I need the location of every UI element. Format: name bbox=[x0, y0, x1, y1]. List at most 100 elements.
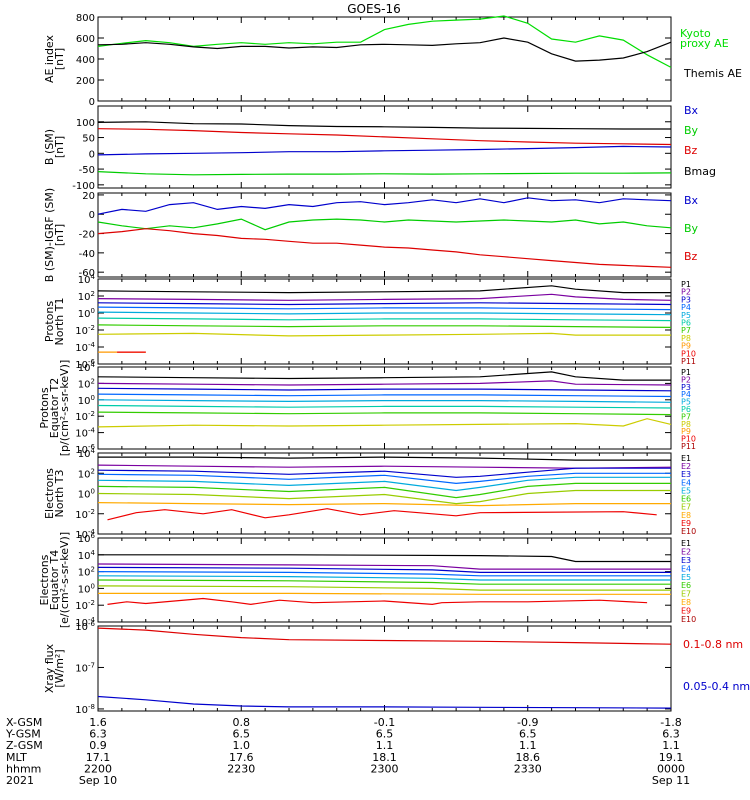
footer-row-label: hhmm bbox=[6, 762, 41, 775]
legend-entry: E1 bbox=[681, 539, 691, 548]
legend-entry: P4 bbox=[681, 390, 691, 399]
footer-cell: Sep 11 bbox=[652, 774, 690, 787]
series-line-kyoto-proxy-ae bbox=[97, 15, 672, 68]
series-line-p3 bbox=[97, 302, 672, 306]
y-tick-label: 800 bbox=[76, 13, 95, 24]
footer-cell: 6.5 bbox=[519, 728, 537, 741]
legend-entry: P10 bbox=[681, 349, 696, 358]
series-line-p7 bbox=[97, 411, 672, 416]
y-tick-label: 10-2 bbox=[75, 599, 95, 612]
legend-entry: Bz bbox=[684, 144, 698, 157]
y-tick-label: 104 bbox=[78, 273, 96, 286]
series-line-e4 bbox=[97, 570, 671, 577]
y-tick-label: 10-2 bbox=[75, 508, 95, 521]
footer-cell: -1.8 bbox=[660, 716, 681, 729]
legend-entry: P9 bbox=[681, 427, 691, 436]
legend-entry: E9 bbox=[681, 519, 691, 528]
y-tick-label: 10-2 bbox=[75, 410, 95, 423]
series-line-e2 bbox=[97, 563, 671, 570]
legend-entry: P1 bbox=[681, 368, 691, 377]
y-tick-label: -40 bbox=[79, 249, 95, 260]
y-tick-label: 50 bbox=[82, 134, 95, 145]
y-axis-label: [p/(cm²-s-sr-keV)] bbox=[58, 360, 71, 457]
footer-cell: 18.6 bbox=[516, 751, 541, 764]
legend-entry: E1 bbox=[681, 454, 691, 463]
legend-entry: P7 bbox=[681, 412, 691, 421]
legend-entry: Bx bbox=[684, 104, 699, 117]
legend-entry: E10 bbox=[681, 615, 696, 624]
series-line-e1 bbox=[98, 554, 671, 563]
series-line-themis-ae bbox=[97, 37, 672, 62]
series-line-e8 bbox=[98, 592, 671, 595]
series-line-bz bbox=[97, 128, 672, 146]
footer-row-label: 2021 bbox=[6, 774, 34, 787]
y-tick-label: 100 bbox=[78, 488, 95, 501]
footer-cell: 1.1 bbox=[376, 739, 394, 752]
series-line-e3 bbox=[97, 467, 671, 478]
footer-cell: 2300 bbox=[371, 762, 399, 775]
footer-cell: -0.9 bbox=[517, 716, 538, 729]
series-line-bmag bbox=[97, 121, 671, 130]
y-tick-label: 0 bbox=[89, 97, 95, 108]
legend-entry: E2 bbox=[681, 462, 691, 471]
legend-entry: 0.1-0.8 nm bbox=[683, 638, 743, 651]
legend-entry: P3 bbox=[681, 295, 691, 304]
y-tick-label: -60 bbox=[79, 268, 95, 279]
footer-cell: -0.1 bbox=[374, 716, 395, 729]
legend-entry: By bbox=[684, 222, 699, 235]
footer-cell: 17.1 bbox=[86, 751, 111, 764]
legend-entry: E10 bbox=[681, 527, 696, 536]
legend-entry: E7 bbox=[681, 503, 691, 512]
series-line-by bbox=[97, 171, 672, 176]
y-tick-label: 102 bbox=[78, 467, 95, 480]
y-tick-label: 102 bbox=[78, 377, 95, 390]
y-tick-label: -50 bbox=[79, 165, 95, 176]
series-line-by bbox=[97, 218, 672, 231]
footer-cell: 0.9 bbox=[89, 739, 107, 752]
footer-cell: 6.5 bbox=[376, 728, 394, 741]
y-tick-label: 0 bbox=[89, 210, 95, 221]
footer-cell: 1.1 bbox=[662, 739, 680, 752]
y-axis-label: Equator T2 bbox=[48, 378, 61, 438]
y-axis-label: [nT] bbox=[53, 224, 66, 246]
legend-entry: E7 bbox=[681, 590, 691, 599]
series-line-p4 bbox=[97, 306, 672, 311]
y-tick-label: 10-2 bbox=[75, 324, 95, 337]
y-tick-label: 100 bbox=[78, 394, 95, 407]
series-line-e1 bbox=[98, 456, 671, 461]
legend-entry: proxy AE bbox=[680, 37, 729, 50]
footer-cell: 1.6 bbox=[89, 716, 107, 729]
series-line-e5 bbox=[97, 476, 671, 492]
series-line-p6 bbox=[97, 404, 672, 409]
legend-entry: E6 bbox=[681, 581, 691, 590]
series-line-p2 bbox=[97, 293, 672, 301]
legend-entry: Bz bbox=[684, 250, 698, 263]
y-tick-label: 20 bbox=[82, 191, 95, 202]
y-axis-label: Electrons bbox=[43, 468, 56, 519]
series-line-p6 bbox=[97, 317, 672, 322]
legend-entry: P11 bbox=[681, 357, 696, 366]
footer-cell: Sep 10 bbox=[79, 774, 117, 787]
panel-xray-flux: 10-8 10-7 10-6 Xray flux[W/m²] 0.1-0.8 nm 0.0… bbox=[43, 620, 750, 716]
legend-entry: P6 bbox=[681, 319, 691, 328]
y-tick-label: 0 bbox=[89, 149, 95, 160]
series-line-bx bbox=[97, 145, 672, 156]
panel-frame bbox=[97, 366, 672, 450]
series-line-p8 bbox=[97, 418, 672, 428]
legend-entry: E4 bbox=[681, 478, 691, 487]
series-line-p3 bbox=[97, 387, 672, 392]
y-axis-label: Electrons bbox=[38, 554, 51, 605]
series-line-0-05-0-4-nm bbox=[97, 695, 672, 709]
y-tick-label: -100 bbox=[72, 181, 95, 192]
legend-entry: E9 bbox=[681, 607, 691, 616]
footer-cell: 2330 bbox=[514, 762, 542, 775]
legend-entry: E5 bbox=[681, 573, 691, 582]
legend-entry: P9 bbox=[681, 342, 691, 351]
legend-entry: E3 bbox=[681, 470, 691, 479]
footer-cell: 2200 bbox=[84, 762, 112, 775]
legend-entry: P2 bbox=[681, 288, 691, 297]
